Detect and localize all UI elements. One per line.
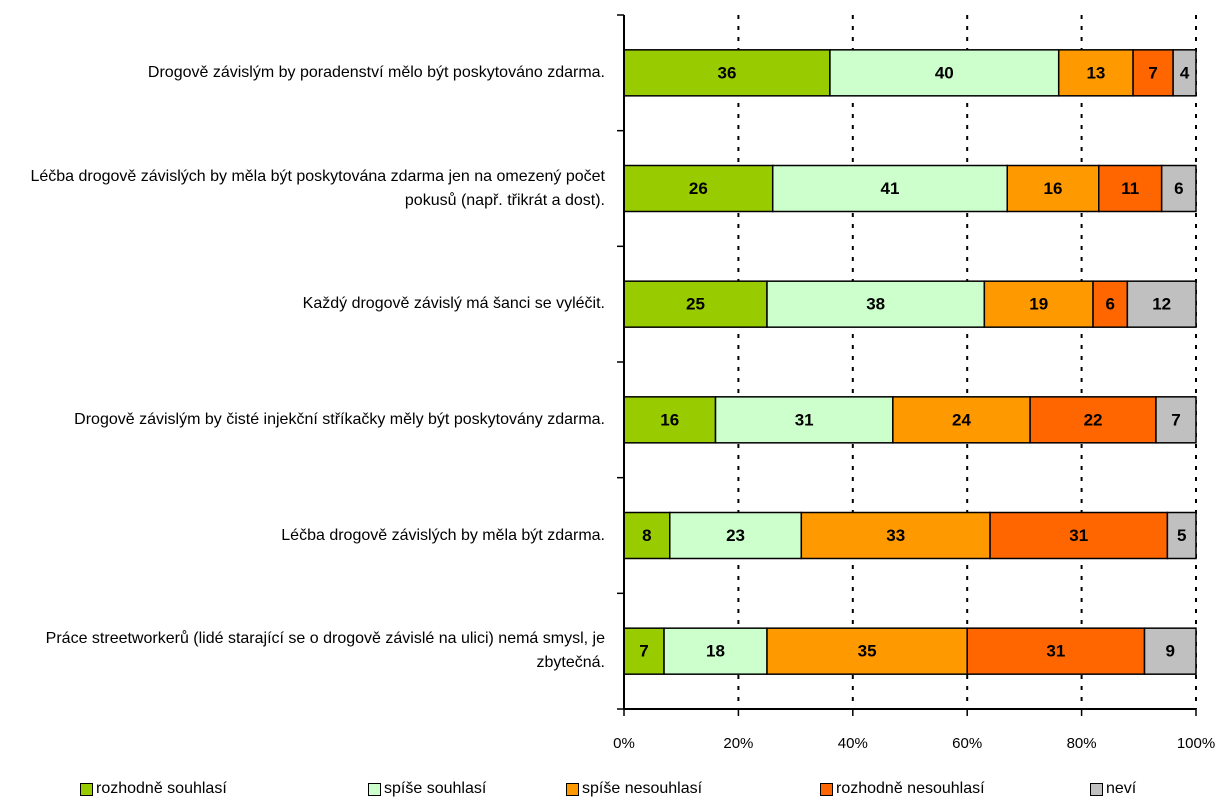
data-label: 7 bbox=[1171, 410, 1180, 429]
data-label: 40 bbox=[935, 63, 954, 82]
legend-item: rozhodně nesouhlasí bbox=[820, 780, 985, 798]
bar-segment bbox=[1132, 49, 1174, 97]
data-label: 36 bbox=[717, 63, 736, 82]
data-label: 38 bbox=[866, 295, 885, 314]
legend-item: spíše souhlasí bbox=[368, 780, 486, 798]
data-label: 6 bbox=[1174, 179, 1183, 198]
data-label: 16 bbox=[1044, 179, 1063, 198]
data-label: 9 bbox=[1166, 642, 1175, 661]
data-label: 23 bbox=[726, 526, 745, 545]
category-label: Drogově závislým by poradenství mělo být… bbox=[147, 63, 605, 81]
data-label: 5 bbox=[1177, 526, 1186, 545]
bar-segment bbox=[766, 627, 968, 675]
bar-segment bbox=[1006, 164, 1100, 213]
data-label: 8 bbox=[642, 526, 651, 545]
bar-segment bbox=[1160, 164, 1197, 213]
legend-item: neví bbox=[1090, 780, 1136, 798]
legend-item: rozhodně souhlasí bbox=[80, 780, 227, 798]
legend-swatch bbox=[820, 782, 833, 796]
data-label: 25 bbox=[686, 295, 705, 314]
category-label: Drogově závislým by čisté injekční střík… bbox=[74, 410, 605, 428]
data-label: 13 bbox=[1086, 63, 1105, 82]
bar-segment bbox=[989, 511, 1169, 560]
bar-segment bbox=[1155, 396, 1197, 444]
data-label: 26 bbox=[689, 179, 708, 198]
category-label: Práce streetworkerů (lidé starající se o… bbox=[45, 630, 605, 672]
bar-segment bbox=[623, 164, 774, 213]
legend-label: spíše nesouhlasí bbox=[582, 780, 703, 797]
bar-segment bbox=[623, 280, 768, 328]
bar-segment bbox=[1092, 280, 1129, 328]
data-label: 31 bbox=[1046, 642, 1065, 661]
legend-swatch bbox=[566, 782, 579, 796]
x-tick-label: 0% bbox=[613, 735, 635, 752]
data-label: 24 bbox=[952, 410, 971, 429]
data-label: 7 bbox=[1148, 63, 1157, 82]
legend-swatch bbox=[368, 782, 381, 796]
data-label: 31 bbox=[1069, 526, 1088, 545]
bar-segment bbox=[771, 164, 1008, 213]
bar-segment bbox=[623, 396, 717, 444]
data-label: 4 bbox=[1180, 63, 1190, 82]
x-tick-label: 100% bbox=[1177, 735, 1215, 752]
legend-label: rozhodně nesouhlasí bbox=[836, 780, 985, 797]
data-label: 22 bbox=[1084, 410, 1103, 429]
data-label: 41 bbox=[881, 179, 900, 198]
data-label: 16 bbox=[660, 410, 679, 429]
data-label: 33 bbox=[886, 526, 905, 545]
bar-segment bbox=[714, 396, 894, 444]
category-label: Léčba drogově závislých by měla být posk… bbox=[30, 167, 605, 209]
bar-segment bbox=[1166, 511, 1197, 560]
bar-segment bbox=[1029, 396, 1157, 444]
data-label: 31 bbox=[795, 410, 814, 429]
data-label: 12 bbox=[1152, 295, 1171, 314]
data-label: 11 bbox=[1121, 179, 1139, 198]
legend-label: rozhodně souhlasí bbox=[96, 780, 227, 797]
bar-segment bbox=[800, 511, 991, 560]
data-label: 19 bbox=[1029, 295, 1048, 314]
x-tick-label: 40% bbox=[838, 735, 868, 752]
legend-label: neví bbox=[1106, 780, 1137, 797]
bar-segment bbox=[623, 49, 831, 97]
x-tick-label: 80% bbox=[1067, 735, 1097, 752]
data-label: 18 bbox=[706, 642, 725, 661]
bar-segment bbox=[766, 280, 986, 328]
bar-segment bbox=[1143, 627, 1197, 675]
bar-segment bbox=[1172, 49, 1197, 97]
bar-segment bbox=[1126, 280, 1197, 328]
data-label: 6 bbox=[1105, 295, 1114, 314]
data-label: 7 bbox=[639, 642, 648, 661]
data-label: 35 bbox=[858, 642, 877, 661]
x-tick-label: 60% bbox=[952, 735, 982, 752]
bar-segment bbox=[663, 627, 768, 675]
x-tick-label: 20% bbox=[723, 735, 753, 752]
bar-segment bbox=[892, 396, 1031, 444]
category-label: Každý drogově závislý má šanci se vyléči… bbox=[302, 295, 605, 313]
legend-swatch bbox=[80, 782, 93, 796]
bar-segment bbox=[966, 627, 1146, 675]
bar-segment bbox=[669, 511, 803, 560]
legend-item: spíše nesouhlasí bbox=[566, 780, 702, 798]
legend-label: spíše souhlasí bbox=[384, 780, 487, 797]
category-label: Léčba drogově závislých by měla být zdar… bbox=[281, 526, 605, 544]
bar-segment bbox=[623, 627, 665, 675]
legend-swatch bbox=[1090, 782, 1103, 796]
